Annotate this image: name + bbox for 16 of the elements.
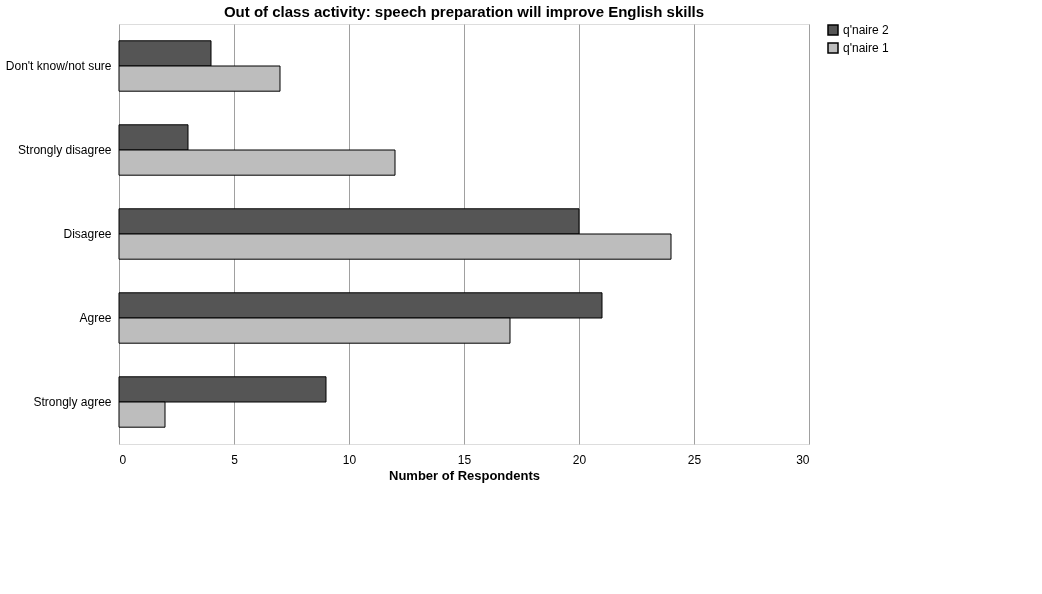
y-tick-label: Strongly agree — [33, 395, 112, 409]
y-tick-label: Strongly disagree — [18, 143, 112, 157]
x-axis-title: Number of Respondents — [389, 467, 540, 483]
y-tick-label: Disagree — [63, 227, 112, 241]
legend-label: q'naire 1 — [843, 41, 889, 55]
x-tick-label: 0 — [119, 452, 127, 467]
x-tick-label: 5 — [231, 452, 239, 467]
y-tick-label: Don't know/not sure — [5, 59, 112, 73]
x-tick-label: 20 — [572, 452, 587, 467]
chart-title: Out of class activity: speech preparation will improve English skills — [223, 3, 705, 20]
x-tick-label: 25 — [687, 452, 702, 467]
y-tick-label: Agree — [79, 311, 112, 325]
x-tick-label: 10 — [342, 452, 357, 467]
x-tick-label: 15 — [457, 452, 472, 467]
x-tick-label: 30 — [796, 452, 810, 467]
legend-label: q'naire 2 — [843, 23, 889, 37]
